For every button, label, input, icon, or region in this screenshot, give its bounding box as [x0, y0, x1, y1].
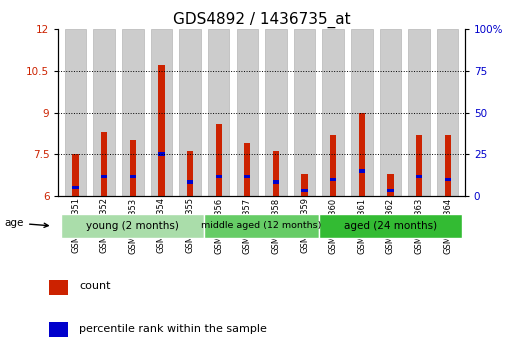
- Text: aged (24 months): aged (24 months): [344, 221, 437, 231]
- Bar: [187, 180, 193, 184]
- Bar: [416, 175, 422, 178]
- Bar: [319, 214, 462, 238]
- Bar: [244, 143, 250, 196]
- Bar: [122, 29, 144, 196]
- Bar: [379, 29, 401, 196]
- Bar: [444, 135, 451, 196]
- Bar: [437, 29, 458, 196]
- Bar: [73, 154, 79, 196]
- Bar: [330, 135, 336, 196]
- Bar: [301, 174, 308, 196]
- Bar: [237, 29, 258, 196]
- Bar: [294, 29, 315, 196]
- Text: young (2 months): young (2 months): [86, 221, 179, 231]
- Bar: [408, 29, 430, 196]
- Bar: [359, 113, 365, 196]
- Bar: [387, 189, 394, 192]
- Bar: [416, 135, 422, 196]
- Bar: [158, 152, 165, 156]
- Bar: [273, 180, 279, 184]
- Bar: [208, 29, 230, 196]
- Bar: [101, 132, 107, 196]
- Text: count: count: [79, 281, 111, 291]
- Bar: [101, 175, 107, 178]
- Text: percentile rank within the sample: percentile rank within the sample: [79, 324, 267, 334]
- Bar: [93, 29, 115, 196]
- Bar: [151, 29, 172, 196]
- Bar: [265, 29, 287, 196]
- Bar: [330, 178, 336, 181]
- Bar: [215, 124, 222, 196]
- Bar: [387, 174, 394, 196]
- Bar: [444, 178, 451, 181]
- Bar: [359, 169, 365, 173]
- Bar: [204, 214, 319, 238]
- Bar: [49, 322, 69, 338]
- Title: GDS4892 / 1436735_at: GDS4892 / 1436735_at: [173, 12, 351, 28]
- Bar: [301, 189, 308, 192]
- Bar: [73, 186, 79, 189]
- Bar: [158, 65, 165, 196]
- Bar: [323, 29, 344, 196]
- Bar: [130, 140, 136, 196]
- Bar: [215, 175, 222, 178]
- Text: middle aged (12 months): middle aged (12 months): [202, 221, 322, 231]
- Bar: [61, 214, 204, 238]
- Bar: [49, 280, 69, 295]
- Bar: [273, 151, 279, 196]
- Bar: [351, 29, 372, 196]
- Text: age: age: [5, 218, 48, 228]
- Bar: [187, 151, 193, 196]
- Bar: [179, 29, 201, 196]
- Bar: [244, 175, 250, 178]
- Bar: [65, 29, 86, 196]
- Bar: [130, 175, 136, 178]
